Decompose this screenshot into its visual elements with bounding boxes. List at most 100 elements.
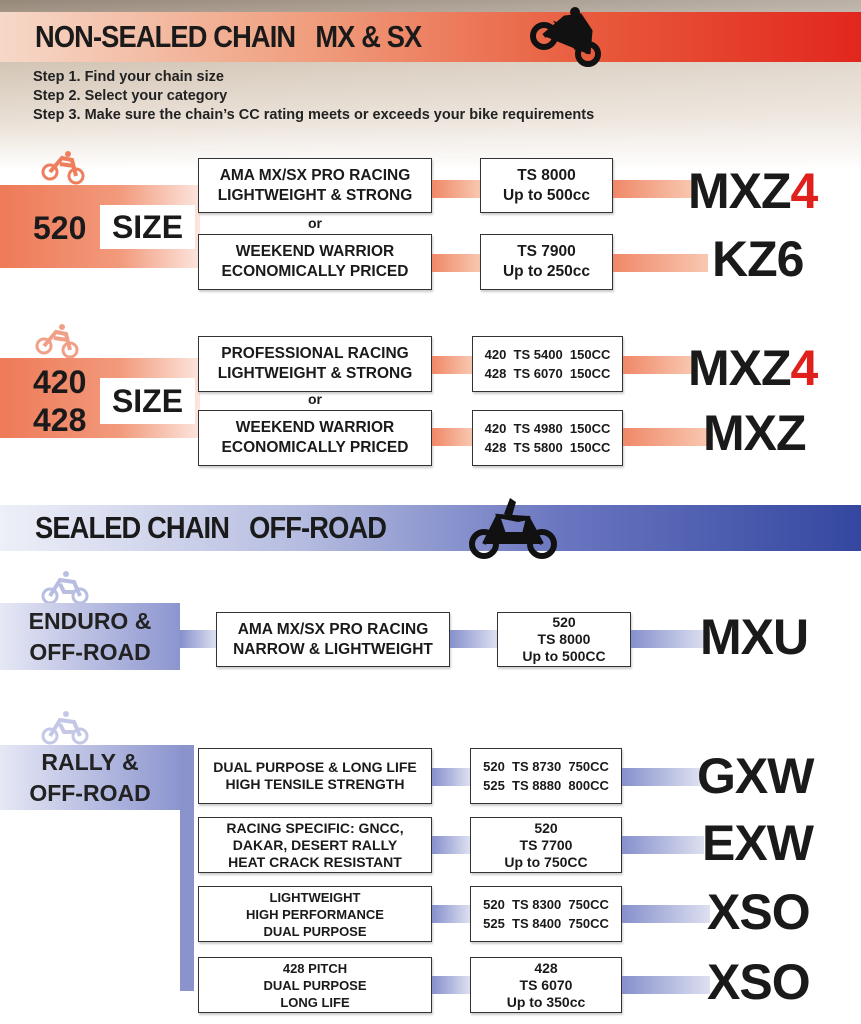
category-label-line: RALLY & bbox=[41, 748, 139, 775]
connector bbox=[613, 180, 693, 198]
connector bbox=[631, 630, 706, 648]
spec-line: TS 8000 bbox=[517, 166, 576, 184]
connector bbox=[622, 905, 710, 923]
size-520-number: 520 bbox=[33, 210, 87, 246]
spec-line: 525 TS 8400 750CC bbox=[483, 916, 609, 931]
category-line: WEEKEND WARRIOR bbox=[235, 419, 395, 436]
spec-box: 520 TS 8300 750CC 525 TS 8400 750CC bbox=[470, 886, 622, 942]
product-name: XSO bbox=[707, 884, 811, 940]
connector bbox=[432, 836, 470, 854]
size-420-number: 420 bbox=[33, 364, 87, 400]
connector bbox=[432, 905, 470, 923]
product-suffix: 4 bbox=[790, 163, 819, 219]
spec-box: 428 TS 6070 Up to 350cc bbox=[470, 957, 622, 1013]
rally-category-box: RALLY & OFF-ROAD bbox=[0, 745, 180, 810]
sealed-header: SEALED CHAIN OFF-ROAD bbox=[0, 505, 861, 551]
category-line: LIGHTWEIGHT & STRONG bbox=[217, 365, 413, 382]
category-line: HEAT CRACK RESISTANT bbox=[228, 853, 402, 870]
dirt-bike-icon bbox=[469, 498, 557, 559]
spec-line: 520 TS 8300 750CC bbox=[483, 897, 609, 912]
dirt-bike-icon bbox=[41, 571, 89, 605]
sealed-title: SEALED CHAIN OFF-ROAD bbox=[35, 510, 387, 545]
connector bbox=[432, 428, 472, 446]
spec-line: 428 TS 5800 150CC bbox=[484, 440, 611, 455]
category-line: HIGH PERFORMANCE bbox=[246, 906, 384, 922]
non-sealed-title: NON-SEALED CHAIN MX & SX bbox=[35, 19, 422, 54]
category-line: LIGHTWEIGHT bbox=[269, 889, 361, 905]
connector bbox=[623, 356, 693, 374]
size-420-label: SIZE bbox=[100, 378, 195, 424]
product-name: GXW bbox=[697, 748, 814, 804]
steps: Step 1. Find your chain size Step 2. Sel… bbox=[33, 68, 594, 125]
category-label-line: ENDURO & bbox=[28, 607, 152, 634]
category-label-line: OFF-ROAD bbox=[29, 638, 151, 665]
category-line: DAKAR, DESERT RALLY bbox=[232, 836, 398, 853]
connector bbox=[180, 630, 216, 648]
spec-box: 520 TS 8000 Up to 500CC bbox=[497, 612, 631, 667]
spec-line: 520 bbox=[552, 614, 576, 630]
motocross-bike-icon bbox=[41, 151, 85, 185]
product-base: MXZ bbox=[688, 163, 792, 219]
category-line: LONG LIFE bbox=[280, 994, 350, 1010]
spec-line: 428 TS 6070 150CC bbox=[484, 366, 611, 381]
connector bbox=[432, 254, 480, 272]
non-sealed-header: NON-SEALED CHAIN MX & SX bbox=[0, 12, 861, 62]
dirt-bike-icon bbox=[41, 711, 89, 745]
connector bbox=[450, 630, 497, 648]
product-name: EXW bbox=[702, 815, 814, 871]
category-line: WEEKEND WARRIOR bbox=[235, 243, 395, 260]
spec-line: 520 TS 8730 750CC bbox=[483, 759, 609, 774]
spec-line: 525 TS 8880 800CC bbox=[483, 778, 609, 793]
spec-line: Up to 500CC bbox=[522, 648, 606, 664]
category-box: PROFESSIONAL RACING LIGHTWEIGHT & STRONG bbox=[198, 336, 432, 392]
spec-line: TS 8000 bbox=[537, 631, 591, 647]
category-line: 428 PITCH bbox=[282, 960, 348, 976]
motocross-bike-icon bbox=[530, 7, 601, 67]
category-line: DUAL PURPOSE bbox=[263, 923, 367, 939]
enduro-category-box: ENDURO & OFF-ROAD bbox=[0, 603, 180, 670]
spec-line: TS 7900 bbox=[517, 243, 576, 260]
product-name: MXU bbox=[700, 609, 809, 665]
category-line: LIGHTWEIGHT & STRONG bbox=[217, 186, 413, 204]
category-line: HIGH TENSILE STRENGTH bbox=[225, 776, 405, 792]
spec-line: TS 7700 bbox=[519, 836, 573, 853]
spec-box: 520 TS 8730 750CC 525 TS 8880 800CC bbox=[470, 748, 622, 804]
category-box: WEEKEND WARRIOR ECONOMICALLY PRICED bbox=[198, 234, 432, 290]
connector bbox=[432, 180, 480, 198]
category-line: AMA MX/SX PRO RACING bbox=[237, 620, 429, 638]
or-label: or bbox=[308, 215, 322, 231]
spec-line: Up to 750CC bbox=[504, 853, 588, 870]
step-2: Step 2. Select your category bbox=[33, 88, 228, 104]
product-name: MXZ bbox=[703, 405, 807, 461]
step-1: Step 1. Find your chain size bbox=[33, 69, 224, 85]
category-line: AMA MX/SX PRO RACING bbox=[219, 166, 411, 184]
connector bbox=[432, 768, 470, 786]
category-box: 428 PITCH DUAL PURPOSE LONG LIFE bbox=[198, 957, 432, 1013]
connector bbox=[622, 836, 704, 854]
step-3: Step 3. Make sure the chain’s CC rating … bbox=[33, 107, 595, 123]
product-name: MXZ4 bbox=[688, 163, 819, 219]
or-label: or bbox=[308, 391, 322, 407]
spec-line: 520 bbox=[534, 819, 558, 836]
motocross-bike-icon bbox=[35, 324, 79, 359]
product-name: XSO bbox=[707, 954, 811, 1010]
connector bbox=[432, 356, 472, 374]
connector bbox=[432, 976, 470, 994]
spec-box: 520 TS 7700 Up to 750CC bbox=[470, 817, 622, 873]
spec-line: Up to 250cc bbox=[502, 263, 590, 280]
product-name: KZ6 bbox=[712, 231, 804, 287]
category-line: RACING SPECIFIC: GNCC, bbox=[226, 819, 404, 836]
category-line: DUAL PURPOSE bbox=[263, 977, 367, 993]
category-box: RACING SPECIFIC: GNCC, DAKAR, DESERT RALL… bbox=[198, 817, 432, 873]
category-line: NARROW & LIGHTWEIGHT bbox=[233, 640, 433, 658]
category-label-line: OFF-ROAD bbox=[29, 779, 151, 806]
spec-box: TS 8000 Up to 500cc bbox=[480, 158, 613, 213]
category-line: DUAL PURPOSE & LONG LIFE bbox=[213, 759, 417, 775]
spec-box: 420 TS 4980 150CC 428 TS 5800 150CC bbox=[472, 410, 623, 466]
category-box: AMA MX/SX PRO RACING NARROW & LIGHTWEIGHT bbox=[216, 612, 450, 667]
spec-line: Up to 500cc bbox=[502, 186, 590, 204]
connector bbox=[622, 976, 710, 994]
product-suffix: 4 bbox=[790, 340, 819, 396]
category-line: ECONOMICALLY PRICED bbox=[221, 439, 409, 456]
spec-line: TS 6070 bbox=[519, 976, 573, 993]
